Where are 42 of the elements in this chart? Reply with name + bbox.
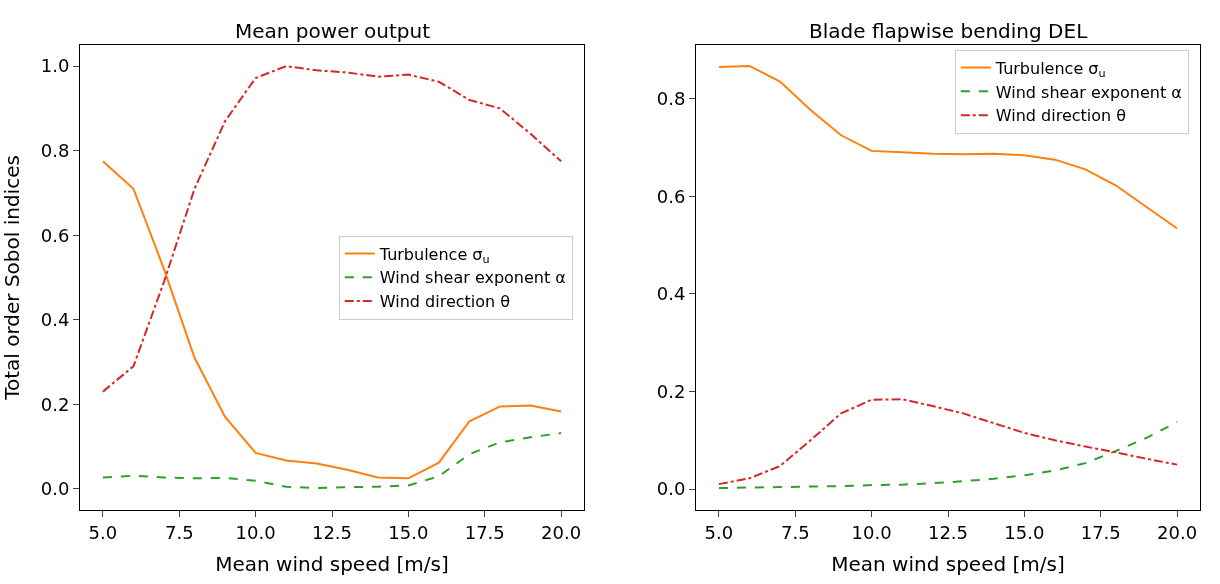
x-tick-label: 20.0	[541, 521, 582, 543]
x-tick-label: 17.5	[1080, 521, 1121, 543]
x-tick-label: 20.0	[1157, 521, 1198, 543]
line-series	[717, 398, 1179, 486]
y-tick-label: 0.8	[40, 139, 70, 161]
y-tick-label: 0.0	[656, 478, 686, 500]
x-tick-label: 10.0	[851, 521, 892, 543]
x-tick-label: 15.0	[388, 521, 429, 543]
legend-label: Turbulence σ$_{u}$	[994, 58, 1106, 81]
line-series	[101, 65, 563, 393]
legend-label: Wind direction θ	[995, 106, 1127, 126]
x-axis-title: Mean wind speed [m/s]	[215, 552, 449, 577]
y-tick-label: 0.2	[40, 393, 70, 415]
chart-title: Mean power output	[235, 19, 431, 43]
chart-title: Blade flapwise bending DEL	[809, 19, 1089, 43]
legend-label: Wind shear exponent α	[379, 268, 566, 288]
line-series	[101, 160, 563, 480]
y-tick-label: 0.0	[40, 478, 70, 500]
x-axis-title: Mean wind speed [m/s]	[831, 552, 1065, 577]
x-tick-label: 12.5	[311, 521, 353, 543]
y-tick-label: 0.4	[40, 309, 70, 331]
y-tick-label: 0.6	[40, 224, 70, 246]
legend-label: Turbulence σ$_{u}$	[378, 244, 490, 266]
y-axis-title: Total order Sobol indices	[0, 155, 25, 401]
x-tick-label: 10.0	[235, 521, 276, 543]
line-series	[101, 432, 563, 490]
y-tick-label: 0.8	[656, 87, 686, 109]
x-tick-label: 17.5	[464, 521, 505, 543]
legend-label: Wind direction θ	[379, 292, 511, 312]
y-tick-label: 0.4	[656, 283, 686, 305]
y-tick-label: 1.0	[40, 55, 70, 77]
line-series	[717, 64, 1179, 230]
legend-label: Wind shear exponent α	[995, 82, 1182, 102]
y-tick-label: 0.6	[656, 185, 686, 207]
x-tick-label: 7.5	[164, 521, 194, 543]
line-series	[717, 421, 1179, 490]
x-tick-label: 7.5	[780, 521, 810, 543]
x-tick-label: 5.0	[88, 521, 118, 543]
y-tick-label: 0.2	[656, 380, 686, 402]
x-tick-label: 12.5	[927, 521, 969, 543]
x-tick-label: 15.0	[1004, 521, 1045, 543]
x-tick-label: 5.0	[704, 521, 734, 543]
